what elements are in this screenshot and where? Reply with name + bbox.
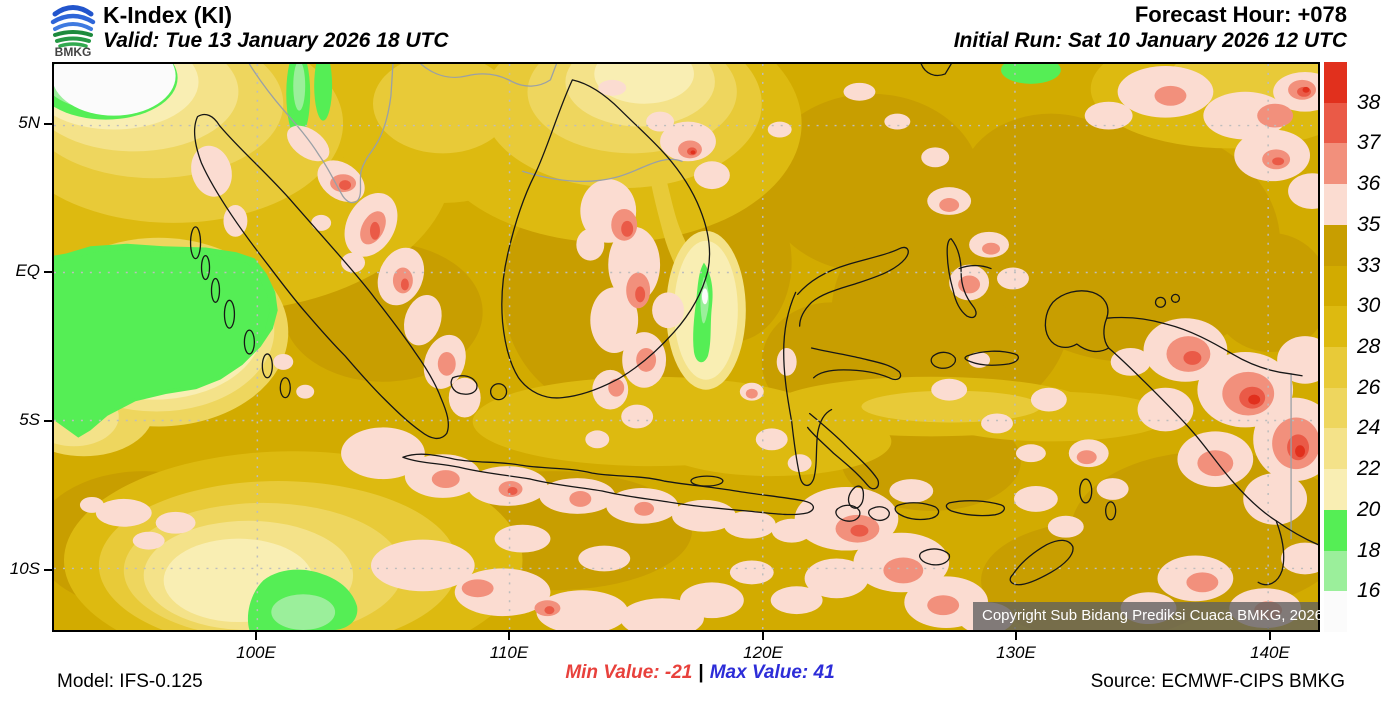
- y-axis-tick: [44, 420, 52, 422]
- colorbar-segment: [1324, 347, 1347, 388]
- colorbar-segment: [1324, 428, 1347, 470]
- colorbar-tick-label: 35: [1357, 212, 1381, 236]
- colorbar-tick-label: 18: [1357, 538, 1381, 562]
- source-label: Source: ECMWF-CIPS BMKG: [1090, 671, 1345, 692]
- colorbar-segment: [1324, 469, 1347, 510]
- colorbar-segment: [1324, 62, 1347, 103]
- colorbar-tick-label: 20: [1357, 497, 1381, 521]
- x-axis-tick: [762, 632, 764, 640]
- colorbar-tick-label: 16: [1357, 579, 1381, 603]
- minmax-line: Min Value: -21 | Max Value: 41: [565, 662, 834, 684]
- x-axis-tick: [508, 632, 510, 640]
- colorbar-segment: [1324, 387, 1347, 429]
- x-axis-label: 100E: [236, 643, 276, 662]
- colorbar-tick-label: 38: [1357, 90, 1381, 114]
- colorbar-segment: [1324, 550, 1347, 592]
- y-axis-label: 5N: [18, 113, 40, 132]
- colorbar-tick-label: 37: [1357, 131, 1381, 155]
- colorbar-tick-label: 24: [1357, 416, 1381, 440]
- forecast-hour-label: Forecast Hour: +078: [1134, 2, 1347, 27]
- colorbar-tick-label: 33: [1357, 253, 1381, 277]
- x-axis-label: 110E: [489, 643, 529, 662]
- colorbar-tick-label: 22: [1357, 457, 1381, 481]
- y-axis-tick: [44, 123, 52, 125]
- colorbar-segment: [1324, 224, 1347, 266]
- x-axis-label: 130E: [996, 643, 1036, 662]
- page-title: K-Index (KI): [103, 2, 233, 28]
- valid-time-label: Valid: Tue 13 January 2026 18 UTC: [103, 29, 449, 52]
- minmax-separator: |: [698, 662, 704, 683]
- x-axis-tick: [1269, 632, 1271, 640]
- colorbar-tick-label: 30: [1357, 294, 1381, 318]
- colorbar-segment: [1324, 265, 1347, 307]
- bmkg-logo-text: BMKG: [55, 45, 92, 57]
- y-axis-label: 10S: [9, 559, 40, 578]
- colorbar: [1324, 62, 1347, 633]
- colorbar-labels: 38 37 36 35 33 30 28 26 24 22 20 18 16: [1357, 62, 1399, 632]
- y-axis-tick: [44, 569, 52, 571]
- x-axis-label: 140E: [1250, 643, 1290, 662]
- field-base: [54, 64, 1318, 630]
- min-value-label: Min Value: -21: [565, 662, 693, 683]
- colorbar-segment: [1324, 509, 1347, 551]
- colorbar-segment: [1324, 184, 1347, 225]
- colorbar-segment: [1324, 591, 1347, 633]
- k-index-field-map: [54, 64, 1318, 630]
- y-axis-label: EQ: [15, 261, 40, 280]
- copyright-watermark: Copyright Sub Bidang Prediksi Cuaca BMKG…: [973, 602, 1323, 630]
- colorbar-segment: [1324, 306, 1347, 348]
- x-axis-tick: [1015, 632, 1017, 640]
- model-label: Model: IFS-0.125: [57, 671, 203, 692]
- admin-borders: [248, 64, 1292, 540]
- x-axis-tick: [255, 632, 257, 640]
- y-axis-tick: [44, 271, 52, 273]
- initial-run-label: Initial Run: Sat 10 January 2026 12 UTC: [953, 29, 1347, 52]
- colorbar-tick-label: 26: [1357, 375, 1381, 399]
- map-frame: Copyright Sub Bidang Prediksi Cuaca BMKG…: [52, 62, 1323, 632]
- colorbar-segment: [1324, 143, 1347, 185]
- bmkg-logo-icon: BMKG: [50, 5, 96, 57]
- colorbar-tick-label: 28: [1357, 335, 1381, 358]
- max-value-label: Max Value: 41: [709, 662, 835, 683]
- y-axis-label: 5S: [19, 410, 40, 429]
- coastlines: [189, 64, 1318, 586]
- colorbar-segment: [1324, 102, 1347, 144]
- x-axis-label: 120E: [743, 643, 783, 662]
- colorbar-tick-label: 36: [1357, 172, 1381, 196]
